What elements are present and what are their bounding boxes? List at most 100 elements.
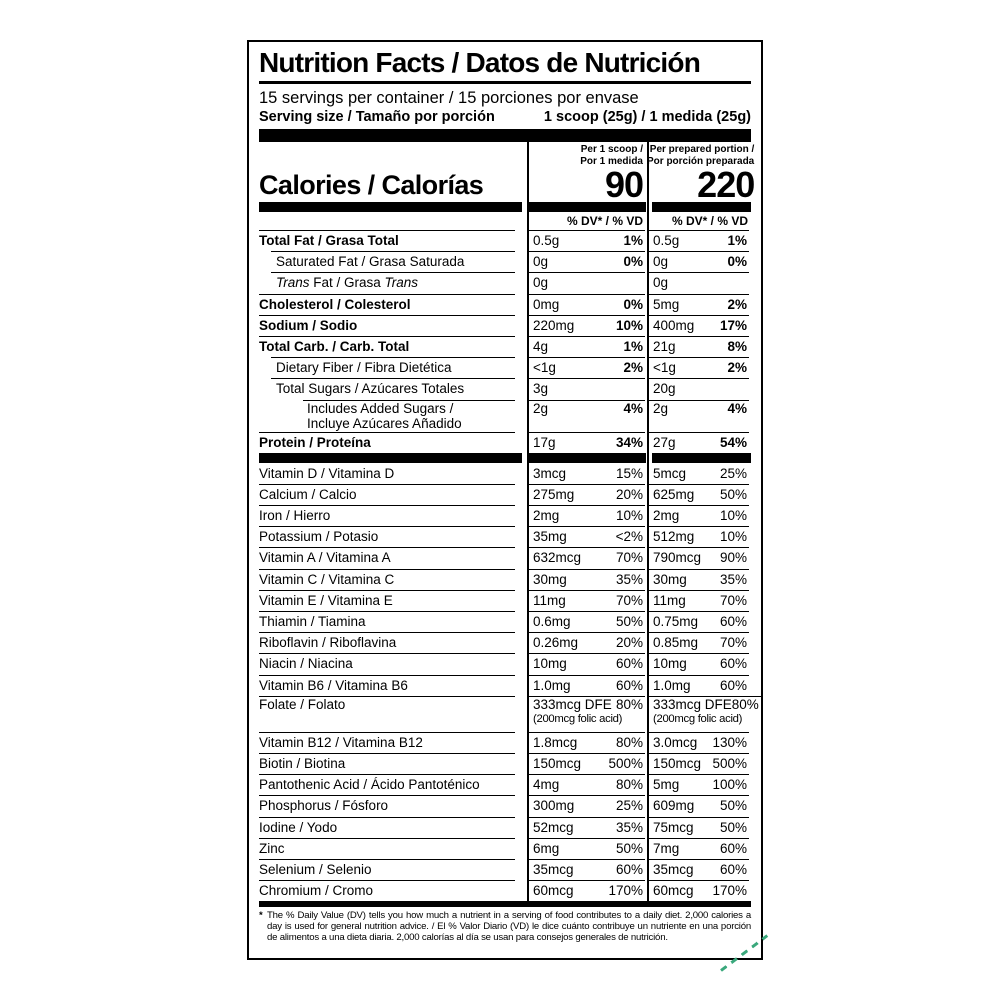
daily-value-per-scoop: 20% (615, 635, 643, 651)
daily-value-per-scoop: 15% (615, 465, 643, 481)
nutrient-row: Protein / Proteína 17g 34% 27g 54% (259, 431, 751, 453)
daily-value-per-portion: 60% (719, 861, 747, 877)
daily-value-per-scoop: 35% (615, 571, 643, 587)
bar-segment (528, 202, 646, 212)
nutrient-value-per-portion: 5mg 2% (647, 293, 751, 315)
daily-value-per-scoop: 1% (623, 233, 643, 248)
amount-per-portion: 2mg (653, 508, 680, 524)
daily-value-per-scoop: <2% (615, 529, 643, 545)
serving-size-value: 1 scoop (25g) / 1 medida (25g) (543, 109, 751, 125)
nutrient-label-text: Potassium / Potasio (259, 529, 379, 545)
amount-per-scoop: 0.26mg (533, 635, 579, 651)
value-line: 0.6mg 50% (533, 611, 643, 632)
nutrient-row: Chromium / Cromo 60mcg 170% 60mcg 170% (259, 880, 751, 901)
nutrient-label: Selenium / Selenio (259, 858, 527, 880)
amount-per-portion: 60mcg (653, 883, 694, 899)
amount-per-portion: 10mg (653, 656, 687, 672)
nutrient-value-per-scoop: 6mg 50% (527, 837, 647, 859)
amount-per-portion: 7mg (653, 840, 680, 856)
nutrient-value-per-scoop: <1g 2% (527, 357, 647, 378)
nutrient-label-text-line2: Incluye Azúcares Añadido (307, 415, 462, 431)
amount-per-scoop: 275mg (533, 486, 575, 502)
nutrient-label: Trans Fat / Grasa Trans (259, 272, 527, 293)
nutrient-value-per-portion: 5mcg 25% (647, 463, 751, 484)
amount-per-portion: 20g (653, 381, 676, 397)
nutrient-label-text: Total Fat / Grasa Total (259, 233, 399, 248)
thick-divider-bar (259, 129, 751, 142)
nutrient-value-per-scoop: 2g 4% (527, 399, 647, 432)
value-line: 75mcg 50% (653, 817, 747, 838)
nutrient-label-text: Biotin / Biotina (259, 755, 346, 771)
amount-per-scoop: 333mcg DFE (533, 696, 612, 712)
column-divider-2 (647, 142, 649, 902)
daily-value-per-portion: 500% (712, 755, 747, 771)
amount-per-portion: 0.75mg (653, 614, 699, 629)
bottom-bar (259, 901, 751, 908)
nutrient-label-text: Zinc (259, 840, 285, 856)
nutrient-value-per-scoop: 275mg 20% (527, 483, 647, 505)
value-line: 5mg 100% (653, 774, 747, 795)
daily-value-per-scoop: 60% (615, 677, 643, 693)
amount-per-portion: 609mg (653, 798, 695, 814)
amount-per-portion: 0.85mg (653, 635, 699, 651)
amount-per-portion: 625mg (653, 486, 695, 502)
nutrient-row: Riboflavin / Riboflavina 0.26mg 20% 0.85m… (259, 632, 751, 653)
amount-per-scoop: 4g (533, 338, 549, 354)
daily-value-per-scoop: 80% (615, 777, 643, 793)
amount-per-scoop: <1g (533, 360, 556, 376)
nutrient-label: Potassium / Potasio (259, 526, 527, 547)
nutrient-label: Pantothenic Acid / Ácido Pantoténico (259, 774, 527, 795)
bar-segment (528, 452, 646, 463)
amount-per-scoop: 0.5g (533, 233, 560, 248)
amount-per-portion: 2g (653, 400, 669, 416)
value-line: 30mg 35% (533, 569, 643, 590)
value-line: <1g 2% (533, 357, 643, 378)
nutrient-value-per-portion: 2mg 10% (647, 505, 751, 526)
amount-per-scoop: 4mg (533, 777, 560, 793)
daily-value-per-scoop: 0% (623, 254, 643, 270)
nutrient-value-per-scoop: 0.5g 1% (527, 230, 647, 251)
nutrient-label-text: Total Carb. / Carb. Total (259, 338, 410, 354)
amount-per-portion: 11mg (653, 592, 686, 608)
amount-per-scoop: 10mg (533, 656, 567, 672)
amount-per-scoop: 35mg (533, 529, 567, 545)
nutrient-value-per-scoop: 300mg 25% (527, 795, 647, 816)
daily-value-per-scoop: 80% (615, 734, 643, 750)
bar-segment (652, 452, 751, 463)
value-line: 11mg 70% (653, 590, 747, 611)
value-line: 30mg 35% (653, 569, 747, 590)
nutrient-value-per-portion: 512mg 10% (647, 526, 751, 547)
nutrient-label: Thiamin / Tiamina (259, 611, 527, 632)
nutrient-value-per-portion: 0.85mg 70% (647, 632, 751, 653)
nutrient-label-text: Vitamin A / Vitamina A (259, 550, 391, 566)
daily-value-per-portion: 70% (719, 635, 747, 651)
daily-value-per-portion: 80% (731, 696, 759, 712)
column-2-header-line1: Per prepared portion / (649, 144, 755, 155)
amount-note: (200mcg folic acid) (533, 712, 623, 725)
dv-header-per-portion: % DV* / % VD (671, 214, 748, 228)
amount-per-scoop: 6mg (533, 840, 560, 856)
value-line: 333mcg DFE 80% (653, 696, 759, 714)
nutrient-row: Potassium / Potasio 35mg <2% 512mg 10% (259, 526, 751, 547)
nutrient-label: Saturated Fat / Grasa Saturada (259, 251, 527, 272)
nutrient-label-text: Vitamin E / Vitamina E (259, 592, 393, 608)
bar-segment (652, 202, 751, 212)
amount-per-portion: 5mg (653, 777, 680, 793)
segmented-divider-bar (259, 202, 751, 212)
amount-per-portion: 1.0mg (653, 677, 691, 693)
daily-value-per-portion: 54% (719, 434, 747, 450)
bar-segment (259, 202, 522, 212)
nutrient-row: Total Carb. / Carb. Total 4g 1% 21g 8% (259, 335, 751, 357)
nutrient-value-per-portion: 21g 8% (647, 335, 751, 357)
amount-per-portion: 512mg (653, 529, 695, 545)
title-rule (259, 81, 751, 84)
value-line: 5mcg 25% (653, 463, 747, 484)
calories-value-per-scoop: 90 (604, 164, 644, 205)
nutrient-value-per-scoop: 0g 0% (527, 251, 647, 272)
amount-per-portion: 5mg (653, 296, 680, 312)
value-line: 220mg 10% (533, 315, 643, 336)
value-line: 6mg 50% (533, 838, 643, 859)
nutrient-row: Vitamin A / Vitamina A 632mcg 70% 790mcg 9… (259, 547, 751, 568)
nutrient-label: Vitamin B12 / Vitamina B12 (259, 731, 527, 753)
nutrient-value-per-scoop: 35mg <2% (527, 526, 647, 547)
